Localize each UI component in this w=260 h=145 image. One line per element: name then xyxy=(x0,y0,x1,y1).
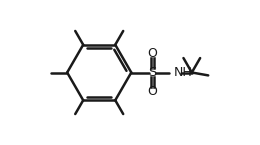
Text: NH: NH xyxy=(173,66,192,79)
Text: S: S xyxy=(148,66,157,79)
Text: O: O xyxy=(147,85,157,98)
Text: O: O xyxy=(147,47,157,60)
